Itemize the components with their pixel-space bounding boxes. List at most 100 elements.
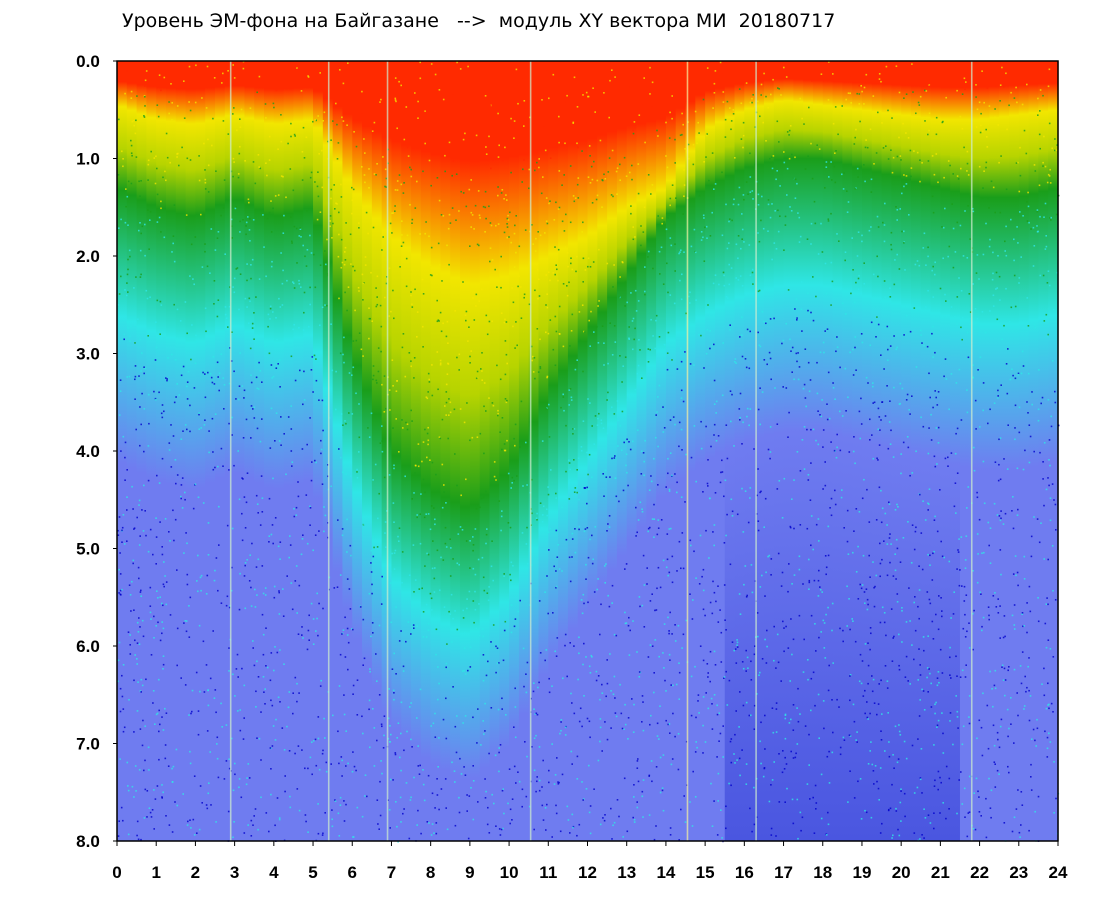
heatmap-point: [519, 286, 522, 288]
heatmap-point: [394, 97, 397, 100]
heatmap-point: [294, 580, 297, 582]
heatmap-point: [523, 100, 526, 102]
heatmap-point: [694, 251, 697, 254]
heatmap-point: [161, 632, 163, 635]
heatmap-point: [397, 841, 399, 843]
heatmap-point: [869, 128, 872, 131]
heatmap-point: [625, 453, 628, 456]
heatmap-point: [145, 534, 147, 537]
heatmap-point: [729, 563, 732, 566]
heatmap-point: [176, 65, 179, 67]
heatmap-point: [976, 737, 978, 740]
heatmap-point: [209, 751, 211, 753]
heatmap-point: [699, 534, 702, 537]
heatmap-point: [759, 345, 762, 348]
heatmap-point: [520, 400, 523, 403]
heatmap-point: [1055, 797, 1057, 800]
heatmap-point: [250, 264, 252, 266]
heatmap-point: [749, 101, 752, 104]
heatmap-point: [268, 535, 271, 537]
heatmap-point: [725, 534, 727, 537]
heatmap-point: [268, 497, 271, 500]
heatmap-point: [193, 834, 196, 836]
heatmap-point: [303, 399, 306, 401]
heatmap-point: [917, 101, 920, 104]
heatmap-point: [685, 619, 688, 622]
heatmap-point: [413, 357, 416, 359]
heatmap-point: [1044, 622, 1047, 625]
heatmap-column: [979, 61, 990, 841]
heatmap-point: [410, 294, 412, 297]
heatmap-point: [165, 712, 168, 714]
heatmap-point: [972, 827, 975, 830]
heatmap-point: [396, 737, 398, 739]
heatmap-point: [655, 314, 658, 317]
heatmap-point: [259, 167, 262, 170]
heatmap-point: [379, 113, 382, 116]
heatmap-point: [279, 386, 281, 388]
heatmap-point: [905, 757, 908, 760]
heatmap-point: [495, 150, 498, 152]
heatmap-point: [648, 775, 650, 777]
heatmap-point: [284, 775, 286, 777]
heatmap-point: [400, 183, 403, 186]
heatmap-point: [1001, 664, 1004, 667]
heatmap-point: [705, 225, 708, 228]
heatmap-point: [828, 176, 830, 178]
heatmap-point: [193, 283, 195, 286]
heatmap-point: [861, 584, 864, 586]
heatmap-point: [959, 115, 962, 118]
heatmap-point: [666, 262, 668, 265]
heatmap-point: [771, 258, 773, 261]
heatmap-point: [916, 151, 919, 154]
heatmap-point: [185, 620, 188, 622]
heatmap-point: [297, 745, 300, 747]
heatmap-point: [485, 82, 488, 85]
heatmap-point: [187, 370, 190, 373]
heatmap-point: [449, 411, 452, 414]
heatmap-point: [509, 211, 511, 214]
heatmap-point: [982, 409, 984, 412]
heatmap-point: [139, 728, 142, 730]
heatmap-point: [695, 480, 697, 483]
heatmap-point: [170, 67, 172, 69]
heatmap-point: [603, 495, 605, 497]
heatmap-point: [131, 580, 133, 583]
heatmap-point: [340, 266, 343, 269]
heatmap-point: [624, 356, 627, 358]
heatmap-point: [129, 340, 131, 342]
heatmap-point: [909, 149, 912, 152]
heatmap-point: [699, 645, 702, 647]
heatmap-point: [602, 473, 604, 475]
heatmap-point: [302, 329, 305, 331]
heatmap-point: [783, 151, 785, 153]
heatmap-point: [798, 614, 801, 617]
heatmap-point: [1036, 225, 1038, 227]
heatmap-point: [540, 192, 543, 195]
heatmap-point: [207, 138, 209, 141]
heatmap-point: [464, 673, 467, 675]
heatmap-point: [552, 272, 555, 274]
heatmap-point: [742, 194, 745, 196]
heatmap-point: [536, 268, 539, 271]
heatmap-point: [815, 295, 817, 298]
heatmap-point: [659, 273, 661, 275]
heatmap-point: [143, 817, 146, 819]
heatmap-point: [394, 549, 397, 552]
heatmap-point: [198, 155, 200, 157]
heatmap-point: [734, 762, 736, 764]
heatmap-point: [744, 565, 747, 567]
heatmap-point: [716, 713, 719, 716]
heatmap-point: [564, 142, 566, 145]
heatmap-point: [537, 297, 539, 300]
heatmap-point: [952, 743, 954, 746]
heatmap-point: [706, 663, 709, 665]
heatmap-point: [721, 471, 724, 473]
heatmap-point: [798, 555, 801, 558]
heatmap-point: [144, 95, 146, 98]
heatmap-point: [204, 178, 207, 181]
heatmap-point: [1034, 810, 1036, 813]
heatmap-point: [890, 429, 892, 432]
heatmap-point: [572, 826, 574, 829]
heatmap-point: [695, 741, 697, 743]
